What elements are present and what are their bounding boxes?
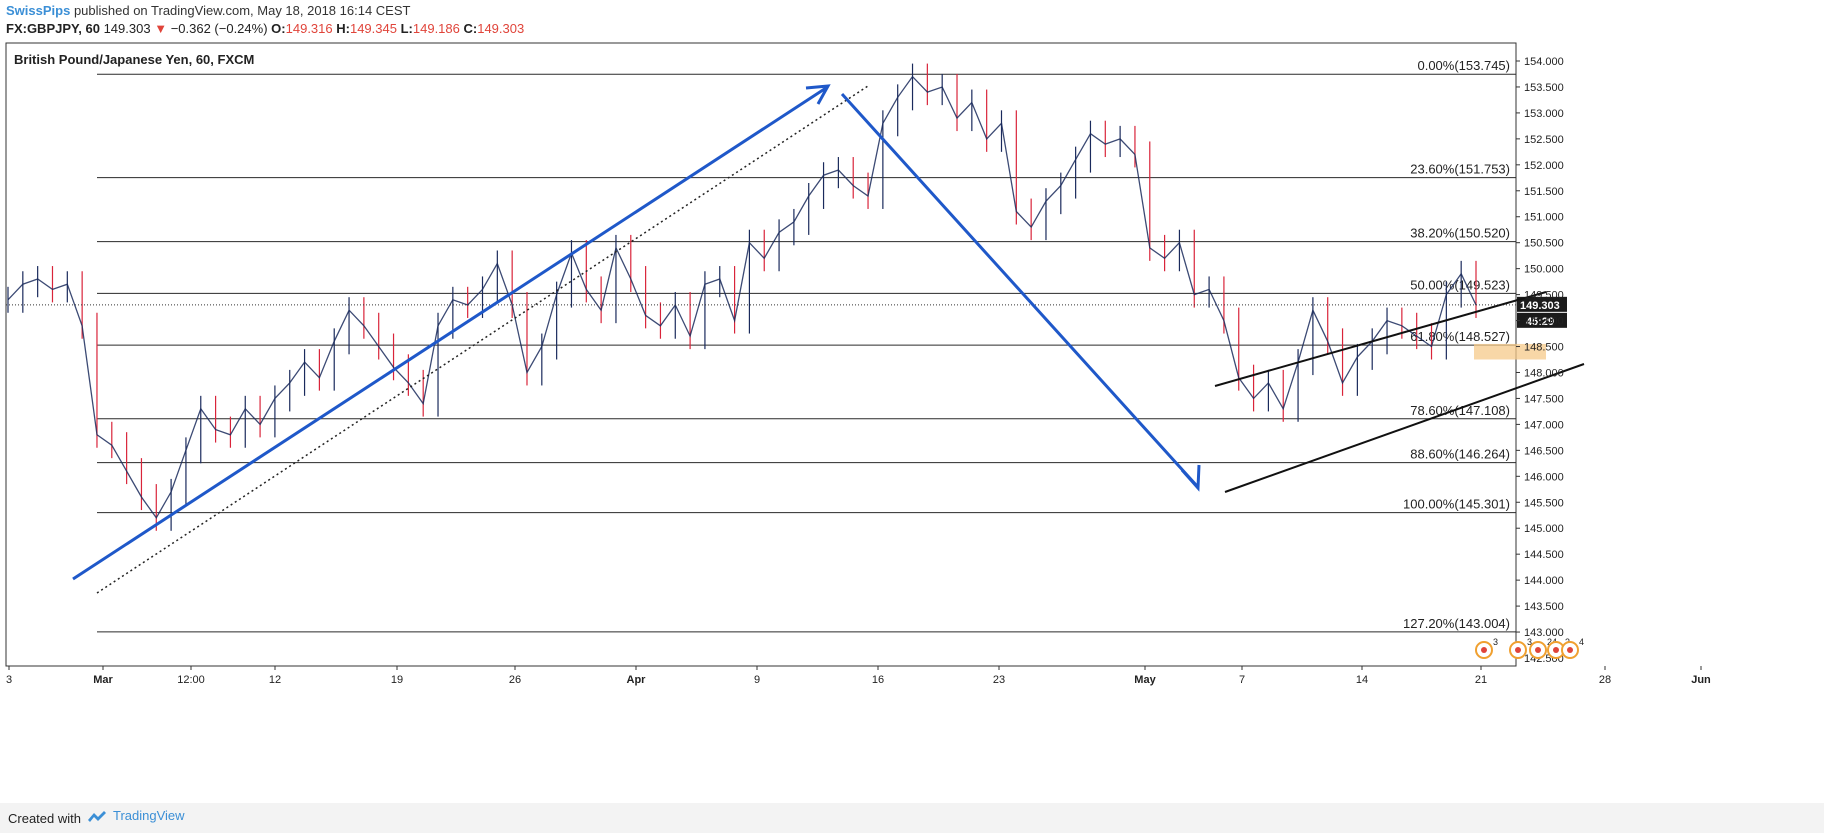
fib-label: 23.60%(151.753) [1410, 162, 1510, 177]
y-tick-label: 144.500 [1524, 549, 1564, 561]
event-marker-dot-icon [1515, 647, 1521, 653]
publish-info: published on TradingView.com, May 18, 20… [73, 3, 411, 18]
y-tick-label: 146.500 [1524, 445, 1564, 457]
x-tick-label: 14 [1356, 674, 1368, 686]
x-tick-label: Mar [93, 674, 113, 686]
channel-upper-line [1214, 291, 1547, 387]
tradingview-link[interactable]: TradingView [87, 808, 185, 823]
countdown-label: 45:29 [1526, 316, 1554, 328]
price-line [7, 75, 1477, 520]
footer: Created with TradingView [0, 803, 1824, 833]
y-tick-label: 152.000 [1524, 160, 1564, 172]
fib-label: 127.20%(143.004) [1403, 616, 1510, 631]
y-tick-label: 146.000 [1524, 471, 1564, 483]
fib-label: 0.00%(153.745) [1417, 58, 1510, 73]
tradingview-label: TradingView [113, 808, 185, 823]
x-tick-label: 7 [1239, 674, 1245, 686]
x-tick-label: 28 [1599, 674, 1611, 686]
open-label: O: [271, 21, 286, 36]
event-marker-dot-icon [1535, 647, 1541, 653]
quote-line: FX:GBPJPY, 60 149.303 ▼ −0.362 (−0.24%) … [6, 21, 524, 37]
y-tick-label: 147.500 [1524, 393, 1564, 405]
event-marker-count: 3 [1527, 637, 1532, 647]
y-tick-label: 143.500 [1524, 601, 1564, 613]
y-tick-label: 145.000 [1524, 523, 1564, 535]
event-marker-count: 4 [1579, 637, 1584, 647]
fib-label: 50.00%(149.523) [1410, 277, 1510, 292]
x-tick-label: 12:00 [177, 674, 205, 686]
x-tick-label: 12 [269, 674, 281, 686]
channel-lower-line [1224, 363, 1585, 493]
change-value: −0.362 (−0.24%) [170, 21, 268, 36]
x-tick-label: 16 [872, 674, 884, 686]
open-value: 149.316 [285, 21, 333, 36]
y-tick-label: 152.500 [1524, 134, 1564, 146]
y-tick-label: 153.000 [1524, 108, 1564, 120]
x-tick-label: Apr [627, 674, 647, 686]
chart-area[interactable]: 0.00%(153.745) 23.60%(151.753) 38.20%(150.… [0, 40, 1824, 803]
y-tick-label: 149.500 [1524, 290, 1564, 302]
fib-label: 78.60%(147.108) [1410, 403, 1510, 418]
countdown-tag [1517, 312, 1567, 328]
high-label: H: [336, 21, 350, 36]
close-label: C: [463, 21, 478, 36]
y-tick-label: 154.000 [1524, 56, 1564, 68]
event-marker-dot-icon [1553, 647, 1559, 653]
y-tick-label: 147.000 [1524, 419, 1564, 431]
support-zone [1474, 343, 1546, 360]
y-tick-label: 148.000 [1524, 367, 1564, 379]
x-tick-label: 26 [509, 674, 521, 686]
event-marker-dot-icon [1567, 647, 1573, 653]
last-price: 149.303 [103, 21, 151, 36]
upward-arrowhead-icon [805, 84, 831, 105]
y-tick-label: 149.000 [1524, 316, 1564, 328]
x-tick-label: 21 [1475, 674, 1487, 686]
y-tick-label: 148.500 [1524, 342, 1564, 354]
x-tick-label: 23 [993, 674, 1005, 686]
last-price-label: 149.303 [1520, 300, 1560, 312]
author-link[interactable]: SwissPips [6, 3, 71, 18]
y-tick-label: 150.000 [1524, 264, 1564, 276]
publish-header: SwissPips published on TradingView.com, … [6, 3, 410, 19]
y-tick-label: 144.000 [1524, 575, 1564, 587]
fib-label: 38.20%(150.520) [1410, 226, 1510, 241]
upward-arrow-line [72, 86, 827, 581]
x-tick-label: 9 [754, 674, 760, 686]
x-tick-label: May [1134, 674, 1156, 686]
x-tick-label: 3 [6, 674, 12, 686]
dotted-trend-line [96, 85, 869, 594]
last-price-tag [1517, 296, 1567, 312]
low-label: L: [400, 21, 413, 36]
y-tick-label: 151.000 [1524, 212, 1564, 224]
close-value: 149.303 [477, 21, 525, 36]
y-tick-label: 143.000 [1524, 627, 1564, 639]
symbol-label: FX:GBPJPY, 60 [6, 21, 100, 36]
fib-label: 100.00%(145.301) [1403, 497, 1510, 512]
low-value: 149.186 [412, 21, 460, 36]
event-marker-count: 3 [1493, 637, 1498, 647]
chart-title: British Pound/Japanese Yen, 60, FXCM [14, 52, 254, 67]
plot-frame [5, 42, 1517, 667]
down-arrow-icon: ▼ [154, 21, 168, 36]
price-chart[interactable]: 0.00%(153.745) 23.60%(151.753) 38.20%(150.… [0, 40, 1824, 803]
tradingview-logo-icon [88, 810, 106, 822]
y-tick-label: 153.500 [1524, 82, 1564, 94]
downward-arrowhead-icon [1180, 464, 1201, 492]
event-marker-dot-icon [1481, 647, 1487, 653]
x-tick-label: Jun [1691, 674, 1711, 686]
downward-arrow-line [840, 92, 1199, 488]
y-tick-label: 145.500 [1524, 497, 1564, 509]
x-tick-label: 19 [391, 674, 403, 686]
fib-label: 88.60%(146.264) [1410, 447, 1510, 462]
y-tick-label: 151.500 [1524, 186, 1564, 198]
y-tick-label: 150.500 [1524, 238, 1564, 250]
high-value: 149.345 [349, 21, 397, 36]
created-with-label: Created with [8, 811, 81, 826]
